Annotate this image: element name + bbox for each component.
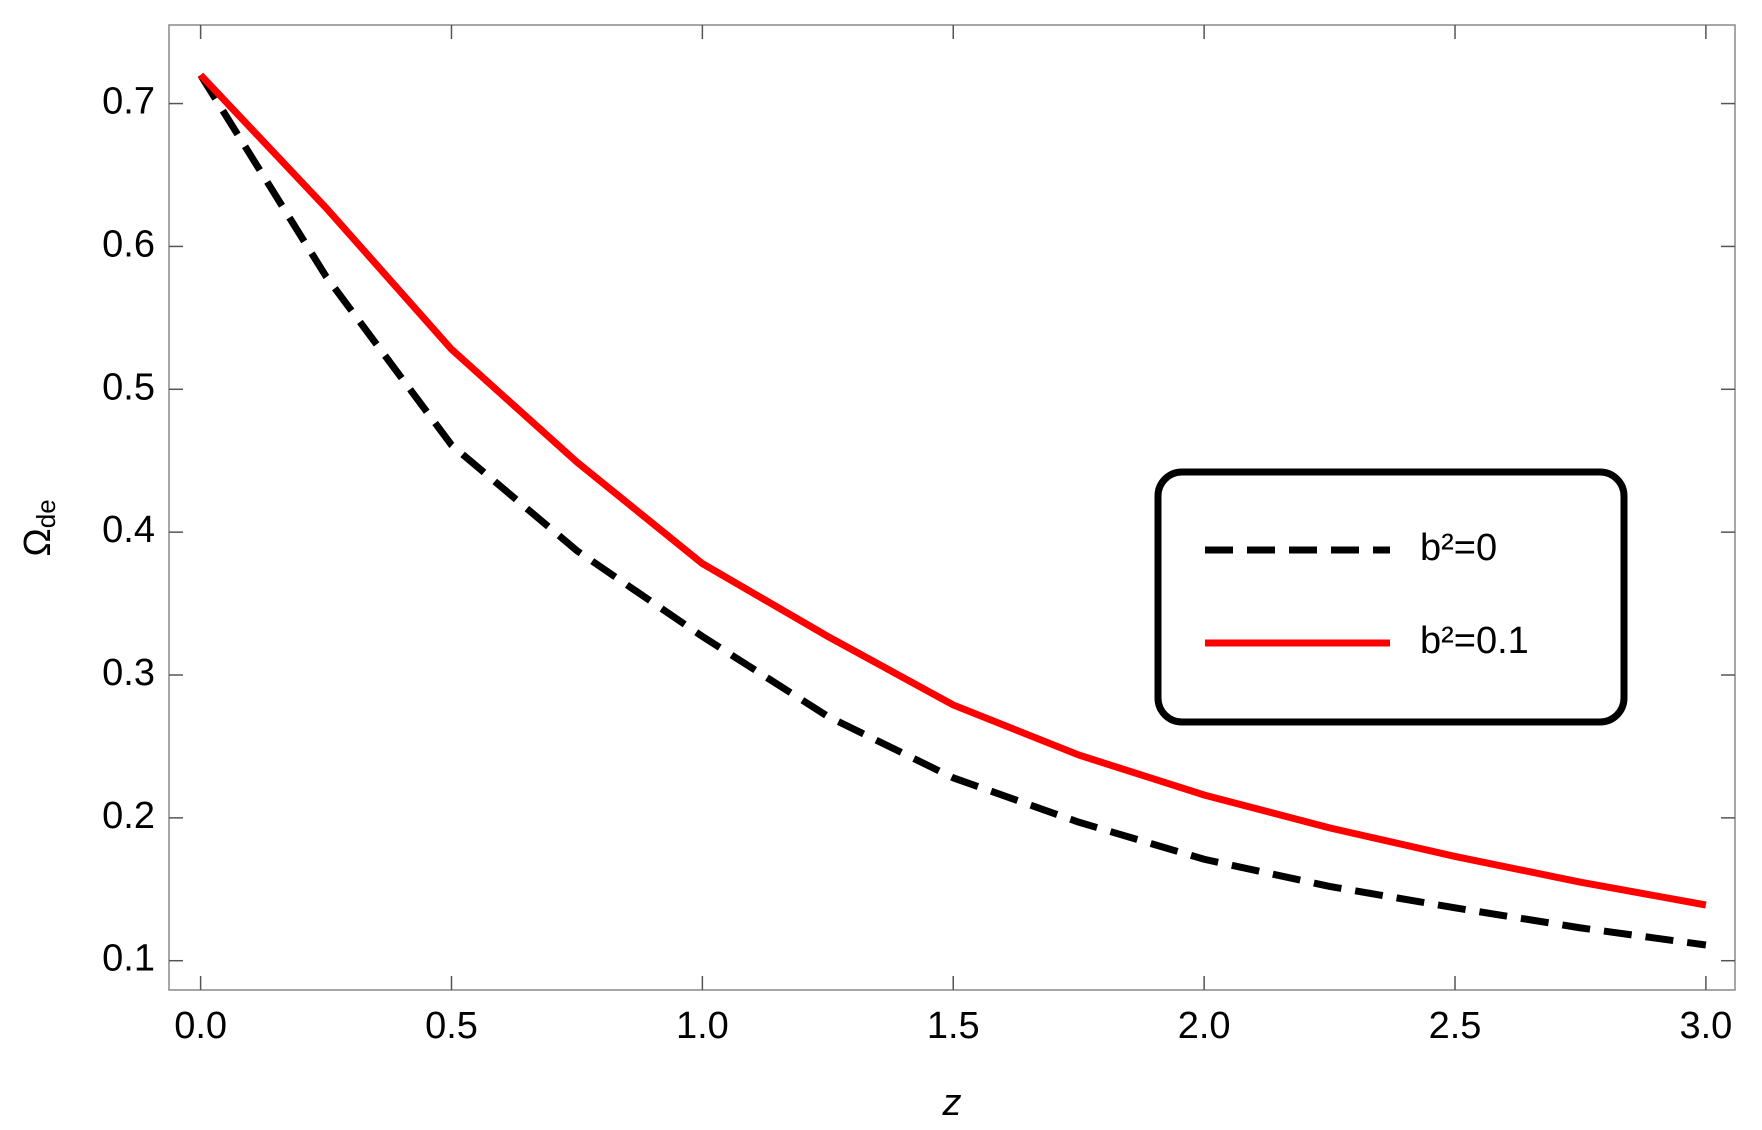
y-axis-label: Ωde <box>17 499 61 556</box>
y-tick-label: 0.6 <box>102 223 155 265</box>
y-tick-label: 0.3 <box>102 652 155 694</box>
series-line <box>198 72 1707 909</box>
x-tick-label: 1.5 <box>927 1005 980 1047</box>
x-axis-label: z <box>942 1082 962 1124</box>
legend-label: b²=0.1 <box>1420 620 1529 662</box>
y-tick-label: 0.7 <box>102 81 155 123</box>
x-tick-label: 3.0 <box>1679 1005 1732 1047</box>
x-tick-label: 2.0 <box>1178 1005 1231 1047</box>
y-tick-label: 0.2 <box>102 795 155 837</box>
legend-label: b²=0 <box>1420 527 1497 569</box>
x-tick-label: 2.5 <box>1429 1005 1482 1047</box>
x-tick-label: 0.5 <box>425 1005 478 1047</box>
y-tick-label: 0.5 <box>102 366 155 408</box>
series-line <box>197 73 1707 949</box>
y-tick-label: 0.4 <box>102 509 155 551</box>
x-tick-label: 0.0 <box>174 1005 227 1047</box>
y-tick-label: 0.1 <box>102 938 155 980</box>
y-axis-label-sub: de <box>31 499 61 528</box>
legend-box <box>1154 468 1628 726</box>
plot-frame <box>168 24 1736 991</box>
y-axis-label-main: Ω <box>17 528 59 556</box>
x-tick-label: 1.0 <box>676 1005 729 1047</box>
